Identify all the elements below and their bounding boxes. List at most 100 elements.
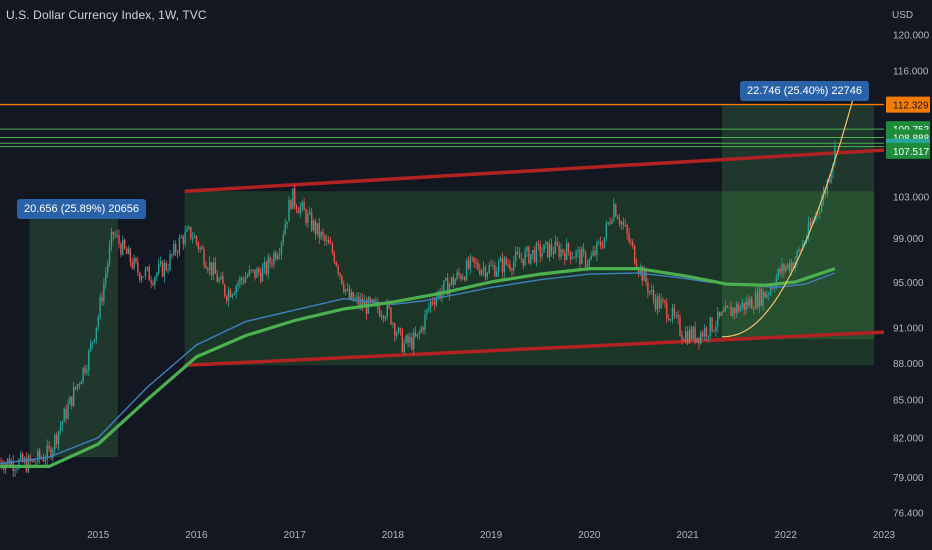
candle-body <box>807 222 810 238</box>
candle-body <box>356 296 358 299</box>
candle-body <box>411 337 413 350</box>
candle-body <box>161 261 164 277</box>
candle-body <box>237 283 239 287</box>
candle-body <box>671 307 674 320</box>
candle-body <box>131 262 133 269</box>
channel-upper <box>184 148 885 193</box>
candle-body <box>20 453 22 460</box>
candle-body <box>734 308 736 314</box>
candle-body <box>314 220 317 234</box>
x-tick-label: 2019 <box>480 530 503 541</box>
candle-body <box>35 461 37 463</box>
candle-body <box>717 311 719 327</box>
candle-body <box>732 308 734 316</box>
candle-body <box>737 304 740 312</box>
candle-body <box>658 296 660 309</box>
candle-body <box>796 251 798 262</box>
price-axis-bg <box>884 0 932 550</box>
candle-body <box>0 461 1 462</box>
candle-body <box>152 283 154 285</box>
candle-body <box>139 272 141 280</box>
candle-body <box>454 279 456 285</box>
candle-body <box>635 263 638 269</box>
candle-body <box>120 243 122 255</box>
candle-body <box>208 262 211 271</box>
measure-label-right[interactable]: 22.746 (25.40%) 22746 <box>740 81 869 101</box>
candle-body <box>180 236 183 238</box>
candle-body <box>571 257 574 260</box>
candle-body <box>380 315 383 317</box>
candle-body <box>171 254 173 255</box>
candle-body <box>537 243 540 245</box>
price-tags: 112.329109.753108.8882d 23h107.517 <box>886 96 930 159</box>
candle-body <box>101 297 103 302</box>
candle-body <box>686 331 689 344</box>
candle-body <box>790 262 793 271</box>
price-tag-label: 107.517 <box>893 147 930 158</box>
y-tick-label: 116.000 <box>893 67 929 78</box>
candle-body <box>666 303 668 319</box>
candle-body <box>554 241 557 254</box>
candle-body <box>397 327 400 334</box>
candle-body <box>146 266 149 270</box>
candle-body <box>293 188 296 206</box>
candle-body <box>360 298 362 306</box>
candle-body <box>343 284 345 292</box>
candle-body <box>433 302 436 305</box>
candle-body <box>730 306 732 316</box>
candle-body <box>261 267 264 282</box>
candle-body <box>369 297 371 302</box>
time-axis[interactable]: 2015 2016 2017 2018 2019 2020 2021 2022 2023 <box>0 518 896 550</box>
candle-body <box>751 298 753 309</box>
candle-body <box>760 288 762 306</box>
measure-label-left[interactable]: 20.656 (25.89%) 20656 <box>17 199 146 219</box>
candle-body <box>165 263 167 271</box>
candle-body <box>792 262 795 269</box>
candle-body <box>163 263 166 277</box>
candle-body <box>33 459 35 463</box>
candle-body <box>29 456 31 462</box>
channel-lower <box>184 330 885 368</box>
candle-body <box>609 222 611 224</box>
candle-body <box>656 296 659 310</box>
candle-body <box>295 205 298 211</box>
candle-body <box>174 243 177 253</box>
time-axis-bg <box>0 518 884 550</box>
candle-body <box>182 236 184 245</box>
candle-body <box>91 342 94 344</box>
candle-body <box>114 234 116 236</box>
price-tag-bg <box>886 142 930 159</box>
candle-body <box>333 252 336 263</box>
candle-body <box>231 294 234 298</box>
candle-body <box>703 327 706 337</box>
candle-body <box>112 231 115 235</box>
candle-body <box>622 221 625 226</box>
candle-body <box>267 257 269 274</box>
candle-body <box>598 241 600 243</box>
candle-body <box>590 255 592 260</box>
candle-body <box>235 286 237 294</box>
candle-body <box>239 277 241 284</box>
candle-body <box>819 211 821 213</box>
candle-body <box>817 212 819 214</box>
candle-body <box>71 396 73 407</box>
candle-body <box>329 243 332 245</box>
candle-body <box>771 287 774 289</box>
candle-body <box>301 202 303 207</box>
y-tick-label: 79.000 <box>893 473 924 484</box>
candle-body <box>244 277 247 283</box>
parabolic-arc <box>721 93 856 338</box>
candle-body <box>701 332 704 337</box>
candle-body <box>650 290 653 292</box>
candle-body <box>46 445 48 460</box>
candle-body <box>743 302 745 310</box>
price-axis[interactable]: 120.000 116.000 103.000 99.000 95.000 91.000 8… <box>884 0 932 550</box>
candle-body <box>299 206 302 214</box>
candle-body <box>322 231 324 236</box>
candle-body <box>599 241 602 247</box>
x-tick-label: 2023 <box>873 530 896 541</box>
candle-body <box>684 331 687 341</box>
candle-body <box>258 268 260 273</box>
candle-body <box>38 450 41 459</box>
